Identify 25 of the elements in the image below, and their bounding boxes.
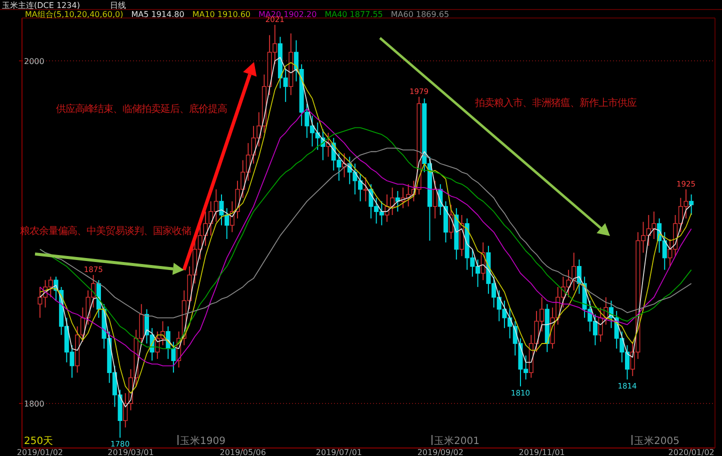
annotation: 拍卖粮入市、非洲猪瘟、新作上市供应 [474,97,637,109]
x-tick-label: 2020/01/02 [668,448,714,456]
legend-title: MA组合(5,10,20,40,60,0) [25,10,124,19]
text: MA5 1914.80 [131,10,184,19]
text: MA10 1910.60 [192,10,251,19]
chart-subtitle: 日线 [110,1,126,10]
y-tick-label: 1800 [24,399,44,408]
y-tick-label: 2000 [24,56,44,66]
annotation: 供应高峰结束、临储拍卖延后、底价提高 [56,103,228,115]
x-tick-label: 2019/07/01 [316,448,362,456]
x-tick-label: 2019/09/02 [417,448,464,456]
annotation: 玉米1909 [180,435,226,447]
candlestick [432,180,438,219]
text: MA60 1869.65 [390,10,450,19]
candlestick [689,194,694,216]
text: MA40 1877.55 [324,10,383,19]
candlestick [171,341,176,374]
annotation: 玉米2001 [434,435,480,447]
annotation: 玉米2005 [634,435,680,447]
chart-title: 玉米主连(DCE 1234) [2,1,80,10]
x-tick-label: 2019/01/02 [16,448,64,456]
x-tick-label: 2019/05/06 [220,448,266,456]
annotation: 250天 [24,436,54,447]
x-tick-label: 2019/11/01 [518,448,565,456]
x-tick-label: 2019/03/01 [108,448,154,456]
